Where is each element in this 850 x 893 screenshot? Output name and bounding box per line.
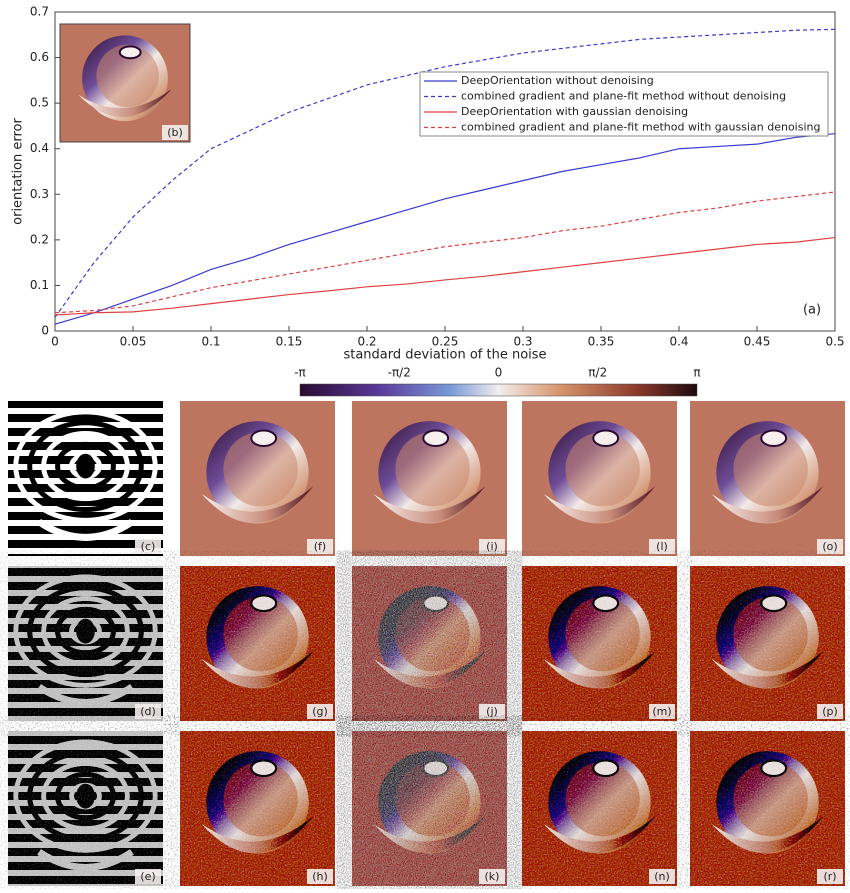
y-tick-label: 0.3 [30, 187, 49, 201]
colorbar-tick-label: π [693, 366, 700, 380]
x-tick-label: 0.5 [825, 335, 844, 349]
image-hole [423, 430, 448, 446]
panel-label: (g) [312, 705, 328, 718]
image-hole [761, 430, 786, 446]
orientation-image [352, 401, 507, 556]
image-hole [423, 760, 448, 776]
colorbar-tick-label: π/2 [588, 366, 607, 380]
orientation-image [690, 401, 845, 556]
colorbar [300, 384, 697, 396]
image-hole [423, 595, 448, 611]
y-tick-label: 0 [41, 324, 49, 338]
colorbar-tick-label: -π/2 [388, 366, 411, 380]
panel-label: (c) [141, 540, 156, 553]
x-tick-label: 0.15 [276, 335, 303, 349]
image-hole [251, 760, 276, 776]
orientation-image [522, 401, 677, 556]
y-tick-label: 0.5 [30, 96, 49, 110]
panel-label: (n) [654, 870, 670, 883]
image-hole [593, 595, 618, 611]
image-fade [8, 731, 163, 886]
fringe-image [8, 401, 163, 556]
y-tick-label: 0.4 [30, 141, 49, 155]
orientation-image [690, 566, 845, 721]
orientation-image [522, 566, 677, 721]
panel-label: (i) [486, 540, 498, 553]
panel-label: (o) [822, 540, 837, 553]
orientation-image [352, 566, 507, 721]
panel-label: (f) [314, 540, 326, 553]
x-tick-label: 0.05 [120, 335, 147, 349]
fringe-core [76, 454, 95, 479]
x-tick-label: 0.2 [357, 335, 376, 349]
image-hole [251, 430, 276, 446]
y-tick-label: 0.2 [30, 232, 49, 246]
x-tick-label: 0 [51, 335, 59, 349]
fringe-image [8, 566, 163, 721]
panel-label: (d) [140, 705, 156, 718]
panel-label: (k) [485, 870, 500, 883]
legend-label: combined gradient and plane-fit method w… [461, 90, 786, 103]
orientation-image [690, 731, 845, 886]
image-hole [251, 595, 276, 611]
legend: DeepOrientation without denoising combine… [420, 72, 828, 136]
x-tick-label: 0.4 [669, 335, 688, 349]
panel-label: (m) [652, 705, 671, 718]
orientation-image [180, 566, 335, 721]
image-hole [761, 595, 786, 611]
orientation-image [60, 24, 190, 142]
orientation-image [180, 401, 335, 556]
image-hole [593, 430, 618, 446]
x-tick-label: 0.25 [432, 335, 459, 349]
panel-label: (r) [823, 870, 836, 883]
orientation-image [522, 731, 677, 886]
panel-label: (b) [167, 126, 183, 139]
legend-label: DeepOrientation without denoising [461, 74, 654, 87]
panel-label: (e) [140, 870, 155, 883]
figure: 0 0.05 0.1 0.15 0.2 0.25 0.3 0.35 0.4 0.45 0.5 0 0.1… [0, 0, 850, 889]
x-tick-label: 0.1 [201, 335, 220, 349]
x-axis-label: standard deviation of the noise [343, 348, 546, 363]
orientation-image [180, 731, 335, 886]
colorbar-tick-label: 0 [495, 366, 503, 380]
y-tick-label: 0.1 [30, 278, 49, 292]
y-tick-label: 0.6 [30, 50, 49, 64]
colorbar-tick-label: -π [294, 366, 306, 380]
legend-label: combined gradient and plane-fit method w… [461, 121, 820, 134]
image-hole [593, 760, 618, 776]
panel-label: (j) [486, 705, 498, 718]
panel-label: (p) [822, 705, 838, 718]
y-tick-label: 0.7 [30, 5, 49, 19]
legend-label: DeepOrientation with gaussian denoising [461, 105, 688, 118]
page: {"chart_data": {"type": "line", "xlabel"… [0, 0, 850, 893]
annotation: (a) [803, 303, 821, 318]
image-hole [761, 760, 786, 776]
x-tick-label: 0.45 [744, 335, 771, 349]
orientation-image [352, 731, 507, 886]
image-fade [8, 566, 163, 721]
fringe-image [8, 731, 163, 886]
x-tick-label: 0.35 [588, 335, 615, 349]
panel-label: (h) [312, 870, 328, 883]
x-tick-label: 0.3 [513, 335, 532, 349]
image-hole [120, 46, 141, 58]
panel-label: (l) [656, 540, 668, 553]
y-axis-label: orientation error [11, 117, 26, 224]
